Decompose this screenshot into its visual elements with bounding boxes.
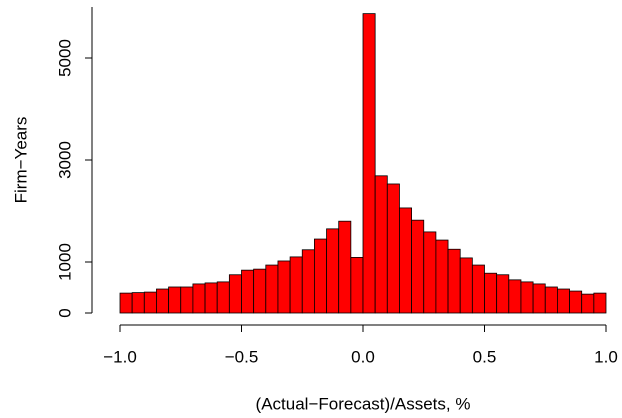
bar	[216, 281, 230, 314]
bar	[277, 260, 291, 314]
bar	[386, 183, 400, 314]
bar	[253, 268, 267, 314]
bar	[569, 290, 583, 314]
x-tick-label: 1.0	[594, 347, 618, 366]
x-tick-label: −0.5	[225, 347, 259, 366]
bar	[593, 292, 607, 314]
bar	[228, 274, 242, 314]
bar	[326, 228, 340, 314]
x-tick-label: 0.5	[473, 347, 497, 366]
bar	[496, 274, 510, 314]
bar	[484, 272, 498, 314]
y-tick-label: 0	[55, 308, 74, 317]
bar	[156, 288, 169, 314]
bar	[520, 281, 534, 314]
bar	[532, 283, 546, 314]
bar	[301, 249, 315, 314]
bar	[131, 292, 145, 314]
bar	[204, 282, 218, 314]
bar	[289, 256, 303, 314]
x-tick-label: 0.0	[351, 347, 375, 366]
bar	[557, 288, 570, 314]
bar	[338, 220, 352, 314]
bar	[362, 13, 376, 314]
bar	[180, 286, 194, 314]
bar	[168, 286, 182, 314]
x-tick-label: −1.0	[103, 347, 137, 366]
y-tick-label: 1000	[55, 243, 74, 281]
bar	[399, 207, 413, 314]
bar	[581, 293, 595, 314]
y-tick-label: 5000	[55, 39, 74, 77]
bar	[508, 279, 522, 314]
bar	[411, 219, 425, 314]
bar	[435, 239, 449, 314]
bar	[192, 283, 206, 314]
bar	[459, 257, 473, 314]
bar	[471, 264, 485, 314]
x-axis-label: (Actual−Forecast)/Assets, %	[256, 394, 471, 413]
bar	[374, 175, 388, 314]
y-axis-label: Firm−Years	[11, 117, 30, 204]
bar	[265, 264, 279, 314]
y-tick-label: 3000	[55, 141, 74, 179]
bar	[544, 286, 558, 314]
bar	[313, 238, 327, 314]
bar	[447, 248, 461, 314]
bar	[143, 291, 157, 314]
bar	[119, 292, 133, 314]
bar	[241, 269, 255, 314]
bar	[350, 257, 364, 314]
bar	[423, 231, 437, 314]
